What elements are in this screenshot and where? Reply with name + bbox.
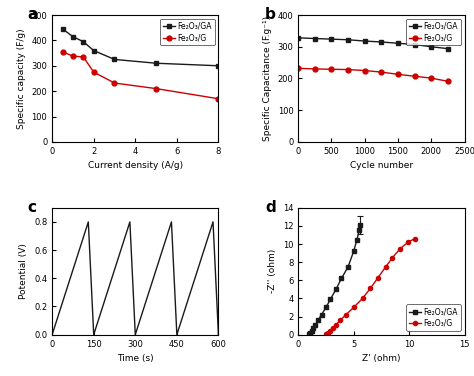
Fe₂O₃/GA <box>345 264 351 269</box>
Text: c: c <box>27 200 36 215</box>
X-axis label: Cycle number: Cycle number <box>350 161 413 170</box>
Fe₂O₃/GA <box>315 318 321 322</box>
Text: d: d <box>265 200 276 215</box>
Fe₂O₃/G <box>405 240 411 244</box>
Fe₂O₃/GA <box>309 329 314 333</box>
Fe₂O₃/GA <box>379 40 384 44</box>
X-axis label: Z' (ohm): Z' (ohm) <box>362 354 401 363</box>
Line: Fe₂O₃/G: Fe₂O₃/G <box>60 49 221 101</box>
Fe₂O₃/GA <box>312 322 318 327</box>
Fe₂O₃/G <box>428 76 434 80</box>
Fe₂O₃/GA <box>308 331 313 335</box>
Y-axis label: Specific Capacitance (F.g⁻¹): Specific Capacitance (F.g⁻¹) <box>263 16 272 141</box>
Line: Fe₂O₃/GA: Fe₂O₃/GA <box>296 35 450 51</box>
Fe₂O₃/G <box>337 318 343 322</box>
Fe₂O₃/GA <box>310 326 316 331</box>
Fe₂O₃/G <box>60 50 65 54</box>
Legend: Fe₂O₃/GA, Fe₂O₃/G: Fe₂O₃/GA, Fe₂O₃/G <box>160 19 215 45</box>
Fe₂O₃/G <box>216 97 221 101</box>
Fe₂O₃/G <box>153 86 159 91</box>
Line: Fe₂O₃/GA: Fe₂O₃/GA <box>307 223 363 336</box>
Fe₂O₃/GA <box>354 237 360 242</box>
Fe₂O₃/G <box>325 331 331 335</box>
Fe₂O₃/GA <box>307 332 312 337</box>
Fe₂O₃/GA <box>70 34 76 39</box>
Fe₂O₃/G <box>390 255 395 260</box>
Fe₂O₃/GA <box>153 61 159 65</box>
Fe₂O₃/G <box>333 322 339 327</box>
Line: Fe₂O₃/GA: Fe₂O₃/GA <box>60 27 221 68</box>
Fe₂O₃/GA <box>356 228 362 233</box>
Fe₂O₃/G <box>345 67 351 72</box>
Fe₂O₃/G <box>395 72 401 77</box>
Fe₂O₃/GA <box>323 305 329 310</box>
Fe₂O₃/GA <box>445 46 451 51</box>
Fe₂O₃/GA <box>312 36 318 41</box>
Fe₂O₃/G <box>362 68 368 73</box>
Fe₂O₃/GA <box>345 38 351 42</box>
Fe₂O₃/GA <box>328 297 333 302</box>
Fe₂O₃/G <box>81 55 86 59</box>
Y-axis label: -Z'' (ohm): -Z'' (ohm) <box>268 249 277 293</box>
Fe₂O₃/GA <box>216 64 221 68</box>
Fe₂O₃/GA <box>395 41 401 45</box>
Fe₂O₃/G <box>328 67 334 71</box>
Fe₂O₃/GA <box>428 44 434 49</box>
Fe₂O₃/G <box>367 286 373 291</box>
Fe₂O₃/G <box>323 332 329 337</box>
Fe₂O₃/G <box>351 305 356 310</box>
Fe₂O₃/G <box>412 237 418 241</box>
Fe₂O₃/G <box>330 326 336 331</box>
Fe₂O₃/GA <box>60 27 65 31</box>
Fe₂O₃/G <box>70 54 76 58</box>
Fe₂O₃/G <box>112 81 118 85</box>
X-axis label: Time (s): Time (s) <box>117 354 154 363</box>
Fe₂O₃/GA <box>412 42 418 47</box>
Fe₂O₃/GA <box>338 276 344 281</box>
Fe₂O₃/GA <box>351 249 356 253</box>
Fe₂O₃/GA <box>112 57 118 62</box>
Fe₂O₃/GA <box>333 287 339 292</box>
Legend: Fe₂O₃/GA, Fe₂O₃/G: Fe₂O₃/GA, Fe₂O₃/G <box>406 305 461 331</box>
Fe₂O₃/GA <box>91 48 97 53</box>
Y-axis label: Potential (V): Potential (V) <box>19 243 28 299</box>
Fe₂O₃/G <box>360 296 365 301</box>
Fe₂O₃/G <box>91 70 97 74</box>
Fe₂O₃/G <box>412 74 418 79</box>
Fe₂O₃/G <box>375 275 381 280</box>
Fe₂O₃/GA <box>81 39 86 44</box>
Fe₂O₃/G <box>312 67 318 71</box>
Fe₂O₃/GA <box>328 37 334 41</box>
Fe₂O₃/G <box>397 246 403 251</box>
Text: a: a <box>27 8 37 23</box>
Fe₂O₃/G <box>295 66 301 71</box>
Fe₂O₃/G <box>445 79 451 83</box>
Fe₂O₃/GA <box>357 223 363 227</box>
Line: Fe₂O₃/G: Fe₂O₃/G <box>296 66 450 84</box>
Fe₂O₃/GA <box>362 39 368 43</box>
Y-axis label: Specific capacity (F/g): Specific capacity (F/g) <box>17 28 26 129</box>
Fe₂O₃/GA <box>295 36 301 40</box>
Line: Fe₂O₃/G: Fe₂O₃/G <box>324 237 417 336</box>
Fe₂O₃/GA <box>307 332 313 336</box>
Text: b: b <box>265 8 276 23</box>
X-axis label: Current density (A/g): Current density (A/g) <box>88 161 183 170</box>
Fe₂O₃/G <box>383 264 389 269</box>
Legend: Fe₂O₃/GA, Fe₂O₃/G: Fe₂O₃/GA, Fe₂O₃/G <box>406 19 461 45</box>
Fe₂O₃/G <box>343 312 349 317</box>
Fe₂O₃/GA <box>319 312 324 317</box>
Fe₂O₃/G <box>324 332 330 336</box>
Fe₂O₃/G <box>328 329 333 333</box>
Fe₂O₃/G <box>379 70 384 74</box>
